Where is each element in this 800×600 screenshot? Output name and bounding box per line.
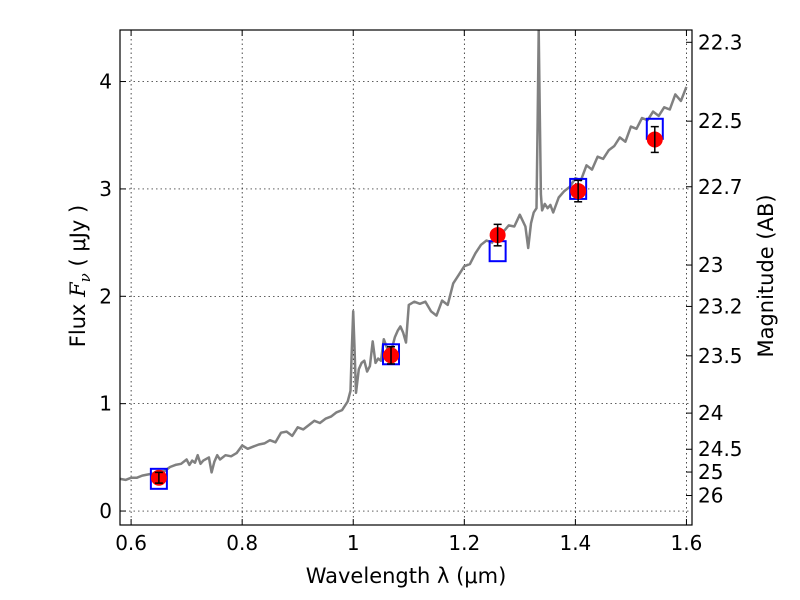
model-point [149,467,168,490]
y-tick-label: 0 [99,499,112,523]
x-tick-label: 0.8 [226,531,258,555]
spectrum-line [120,30,688,482]
plot-frame [119,29,693,526]
spectrum-layer [120,30,688,482]
y-axis-label-subscript: ν [76,273,94,282]
y2-tick-label: 23.5 [698,344,743,368]
y2-tick-label: 22.5 [698,109,743,133]
y2-tick-label: 23 [698,253,723,277]
y2-tick-label: 22.7 [698,175,743,199]
y-axis-label-symbol: F [66,281,90,298]
x-tick-label: 1 [347,531,360,555]
y2-tick-label: 26 [698,484,723,508]
y-tick-label: 1 [99,392,112,416]
y2-tick-label: 23.2 [698,294,743,318]
y-tick-label: 3 [99,177,112,201]
x-tick-label: 0.6 [115,531,147,555]
y-axis-label-unit: ( μJy ) [66,205,90,273]
y2-tick-label: 24 [698,401,723,425]
x-tick-label: 1.2 [448,531,480,555]
y2-tick-label: 25 [698,460,723,484]
observed-photometry-layer [150,125,663,486]
y-axis-label-prefix: Flux [66,297,90,347]
y-axis-label: Flux Fν ( μJy ) [66,205,94,347]
y-tick-label: 2 [99,284,112,308]
x-axis-label: Wavelength λ (μm) [306,564,507,588]
x-tick-label: 1.4 [559,531,591,555]
model-photometry-layer [149,117,664,490]
y2-tick-label: 24.5 [698,437,743,461]
y-tick-label: 4 [99,70,112,94]
x-tick-label: 1.6 [671,531,703,555]
y2-tick-label: 22.3 [698,30,743,54]
y2-axis-label: Magnitude (AB) [754,194,778,357]
grid-lines [120,30,692,525]
axis-ticks: 0.6 0.8 1 1.2 1.4 1.60123422.322.522.72323.22… [99,30,743,555]
